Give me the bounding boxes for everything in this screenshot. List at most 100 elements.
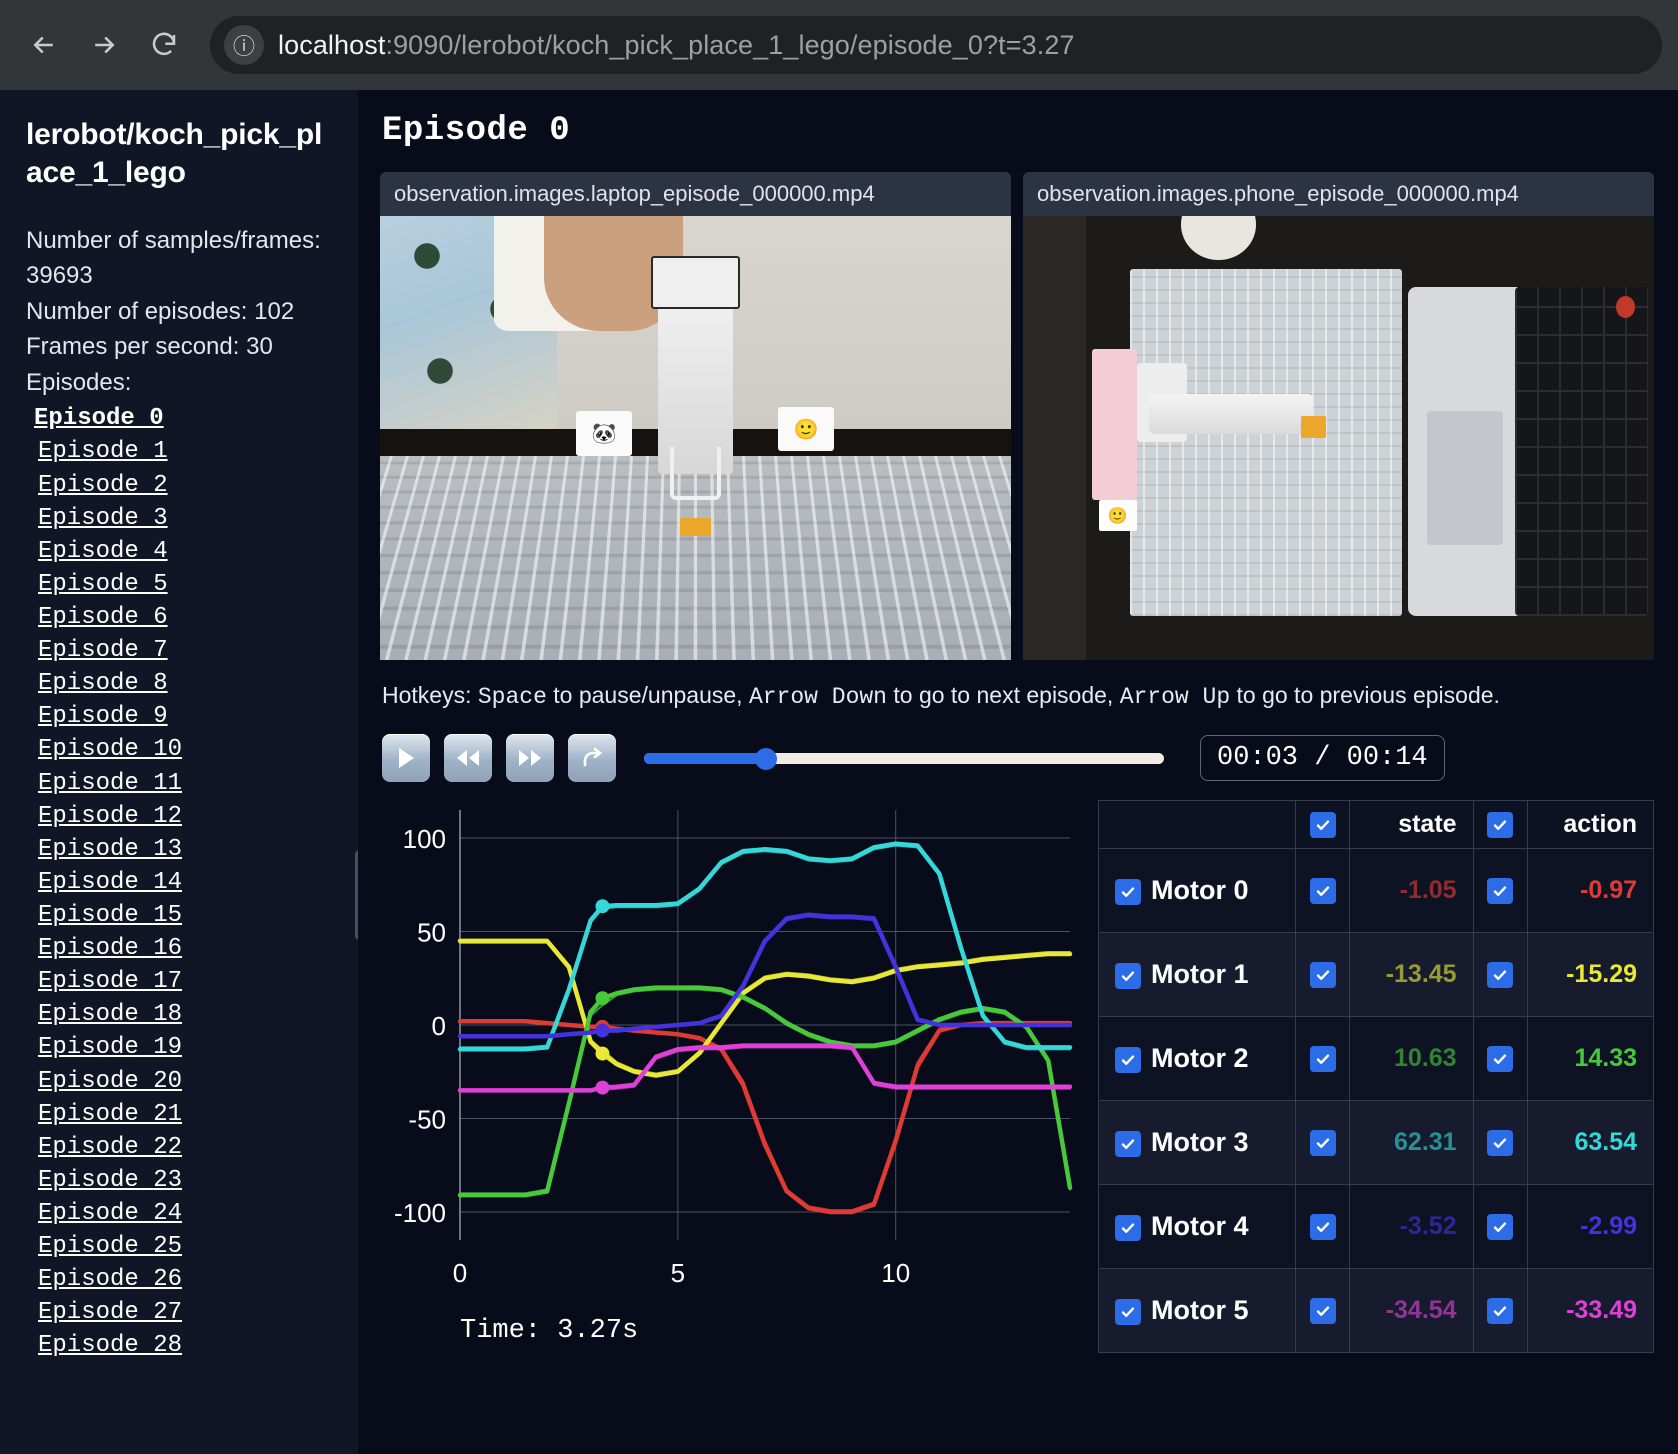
- episode-link-23[interactable]: Episode 23: [38, 1166, 183, 1194]
- checkbox-icon[interactable]: [1487, 1214, 1514, 1241]
- checkbox-icon[interactable]: [1487, 1046, 1514, 1073]
- table-row: Motor 1 -13.45 -15.29: [1097, 932, 1655, 1017]
- checkbox-icon[interactable]: [1309, 878, 1336, 905]
- table-row: Motor 2 10.63 14.33: [1097, 1016, 1655, 1101]
- checkbox-icon[interactable]: [1115, 1299, 1141, 1326]
- hotkeys-hint: Hotkeys: Space to pause/unpause, Arrow D…: [382, 682, 1654, 710]
- rewind-button[interactable]: [444, 734, 492, 782]
- checkbox-icon[interactable]: [1115, 963, 1141, 990]
- checkbox-icon[interactable]: [1115, 1047, 1141, 1074]
- action-toggle[interactable]: [1472, 1016, 1528, 1101]
- seek-slider[interactable]: [644, 748, 1164, 770]
- episode-link-16[interactable]: Episode 16: [38, 935, 183, 963]
- video-panel-phone[interactable]: observation.images.phone_episode_000000.…: [1023, 172, 1654, 660]
- episode-link-11[interactable]: Episode 11: [38, 769, 183, 797]
- checkbox-icon[interactable]: [1487, 1298, 1514, 1325]
- episode-link-13[interactable]: Episode 13: [38, 835, 183, 863]
- episode-link-28[interactable]: Episode 28: [38, 1332, 183, 1360]
- episode-link-7[interactable]: Episode 7: [38, 637, 168, 665]
- episode-list: Episode 0 Episode 1 Episode 2 Episode 3 …: [26, 402, 334, 1362]
- action-column-toggle[interactable]: [1472, 800, 1528, 849]
- checkbox-icon[interactable]: [1115, 1215, 1141, 1242]
- episode-link-15[interactable]: Episode 15: [38, 902, 183, 929]
- episode-link-14[interactable]: Episode 14: [38, 868, 183, 896]
- episode-link-6[interactable]: Episode 6: [38, 604, 168, 632]
- checkbox-icon[interactable]: [1487, 812, 1514, 839]
- state-toggle[interactable]: [1295, 1100, 1351, 1185]
- episode-link-2[interactable]: Episode 2: [38, 471, 168, 499]
- dataset-meta: Number of samples/frames: 39693 Number o…: [26, 223, 334, 401]
- episode-link-3[interactable]: Episode 3: [38, 504, 168, 532]
- checkbox-icon[interactable]: [1309, 1046, 1336, 1073]
- episode-link-10[interactable]: Episode 10: [38, 736, 183, 764]
- episode-link-5[interactable]: Episode 5: [38, 570, 168, 598]
- sidebar-scrollbar[interactable]: [355, 850, 358, 940]
- checkbox-icon[interactable]: [1309, 1214, 1336, 1241]
- checkbox-icon[interactable]: [1115, 879, 1141, 906]
- episode-link-25[interactable]: Episode 25: [38, 1233, 183, 1261]
- motor-label-cell[interactable]: Motor 0: [1097, 848, 1297, 933]
- episode-link-8[interactable]: Episode 8: [38, 670, 168, 698]
- y-tick-label: 50: [417, 918, 446, 948]
- address-bar[interactable]: ⓘ localhost:9090/lerobot/koch_pick_place…: [210, 16, 1662, 74]
- episode-link-4[interactable]: Episode 4: [38, 537, 168, 565]
- episode-link-17[interactable]: Episode 17: [38, 968, 183, 996]
- checkbox-icon[interactable]: [1487, 878, 1514, 905]
- episode-link-20[interactable]: Episode 20: [38, 1067, 183, 1095]
- motor-label-cell[interactable]: Motor 4: [1097, 1184, 1297, 1269]
- episode-link-12[interactable]: Episode 12: [38, 802, 183, 830]
- video-frame-laptop[interactable]: 🐼 🙂: [380, 216, 1011, 660]
- action-toggle[interactable]: [1472, 932, 1528, 1017]
- episode-link-22[interactable]: Episode 22: [38, 1133, 183, 1161]
- episode-link-9[interactable]: Episode 9: [38, 703, 168, 731]
- checkbox-icon[interactable]: [1487, 962, 1514, 989]
- state-toggle[interactable]: [1295, 848, 1351, 933]
- episode-link-26[interactable]: Episode 26: [38, 1266, 183, 1294]
- checkbox-icon[interactable]: [1309, 962, 1336, 989]
- action-toggle[interactable]: [1472, 1100, 1528, 1185]
- action-toggle[interactable]: [1472, 1184, 1528, 1269]
- cursor-point: [595, 1080, 610, 1095]
- loop-button[interactable]: [568, 734, 616, 782]
- checkbox-icon[interactable]: [1309, 1298, 1336, 1325]
- action-value: 63.54: [1526, 1100, 1655, 1185]
- meta-episodes: Number of episodes: 102: [26, 297, 295, 325]
- hotkeys-prefix: Hotkeys:: [382, 682, 478, 708]
- action-value: -15.29: [1526, 932, 1655, 1017]
- forward-icon[interactable]: [76, 17, 132, 73]
- state-toggle[interactable]: [1295, 1016, 1351, 1101]
- timeseries-chart[interactable]: 100 50 0 -50 -100 0 5 10 Time: 3.27s: [380, 800, 1080, 1353]
- state-column-toggle[interactable]: [1295, 800, 1351, 849]
- state-toggle[interactable]: [1295, 932, 1351, 1017]
- motor-label-cell[interactable]: Motor 3: [1097, 1100, 1297, 1185]
- action-toggle[interactable]: [1472, 1268, 1528, 1353]
- play-button[interactable]: [382, 734, 430, 782]
- state-toggle[interactable]: [1295, 1184, 1351, 1269]
- checkbox-icon[interactable]: [1115, 1131, 1141, 1158]
- motor-label-cell[interactable]: Motor 2: [1097, 1016, 1297, 1101]
- reload-icon[interactable]: [136, 17, 192, 73]
- episode-link-21[interactable]: Episode 21: [38, 1100, 183, 1128]
- state-value: -34.54: [1349, 1268, 1474, 1353]
- episode-link-19[interactable]: Episode 19: [38, 1034, 183, 1062]
- seek-handle[interactable]: [754, 748, 777, 770]
- motor-label-cell[interactable]: Motor 1: [1097, 932, 1297, 1017]
- table-row: Motor 4 -3.52 -2.99: [1097, 1184, 1655, 1269]
- video-frame-phone[interactable]: 🙂: [1023, 216, 1654, 660]
- video-panel-laptop[interactable]: observation.images.laptop_episode_000000…: [380, 172, 1011, 660]
- episode-link-18[interactable]: Episode 18: [38, 1001, 183, 1029]
- info-circle-icon[interactable]: ⓘ: [224, 25, 264, 65]
- episode-link-0[interactable]: Episode 0: [34, 405, 164, 433]
- motor-label-cell[interactable]: Motor 5: [1097, 1268, 1297, 1353]
- state-toggle[interactable]: [1295, 1268, 1351, 1353]
- episode-link-1[interactable]: Episode 1: [38, 438, 168, 466]
- cursor-point: [595, 1023, 610, 1038]
- back-icon[interactable]: [16, 17, 72, 73]
- episode-link-24[interactable]: Episode 24: [38, 1199, 183, 1227]
- fast-forward-button[interactable]: [506, 734, 554, 782]
- checkbox-icon[interactable]: [1487, 1130, 1514, 1157]
- checkbox-icon[interactable]: [1309, 1130, 1336, 1157]
- action-toggle[interactable]: [1472, 848, 1528, 933]
- checkbox-icon[interactable]: [1309, 812, 1336, 839]
- episode-link-27[interactable]: Episode 27: [38, 1299, 183, 1327]
